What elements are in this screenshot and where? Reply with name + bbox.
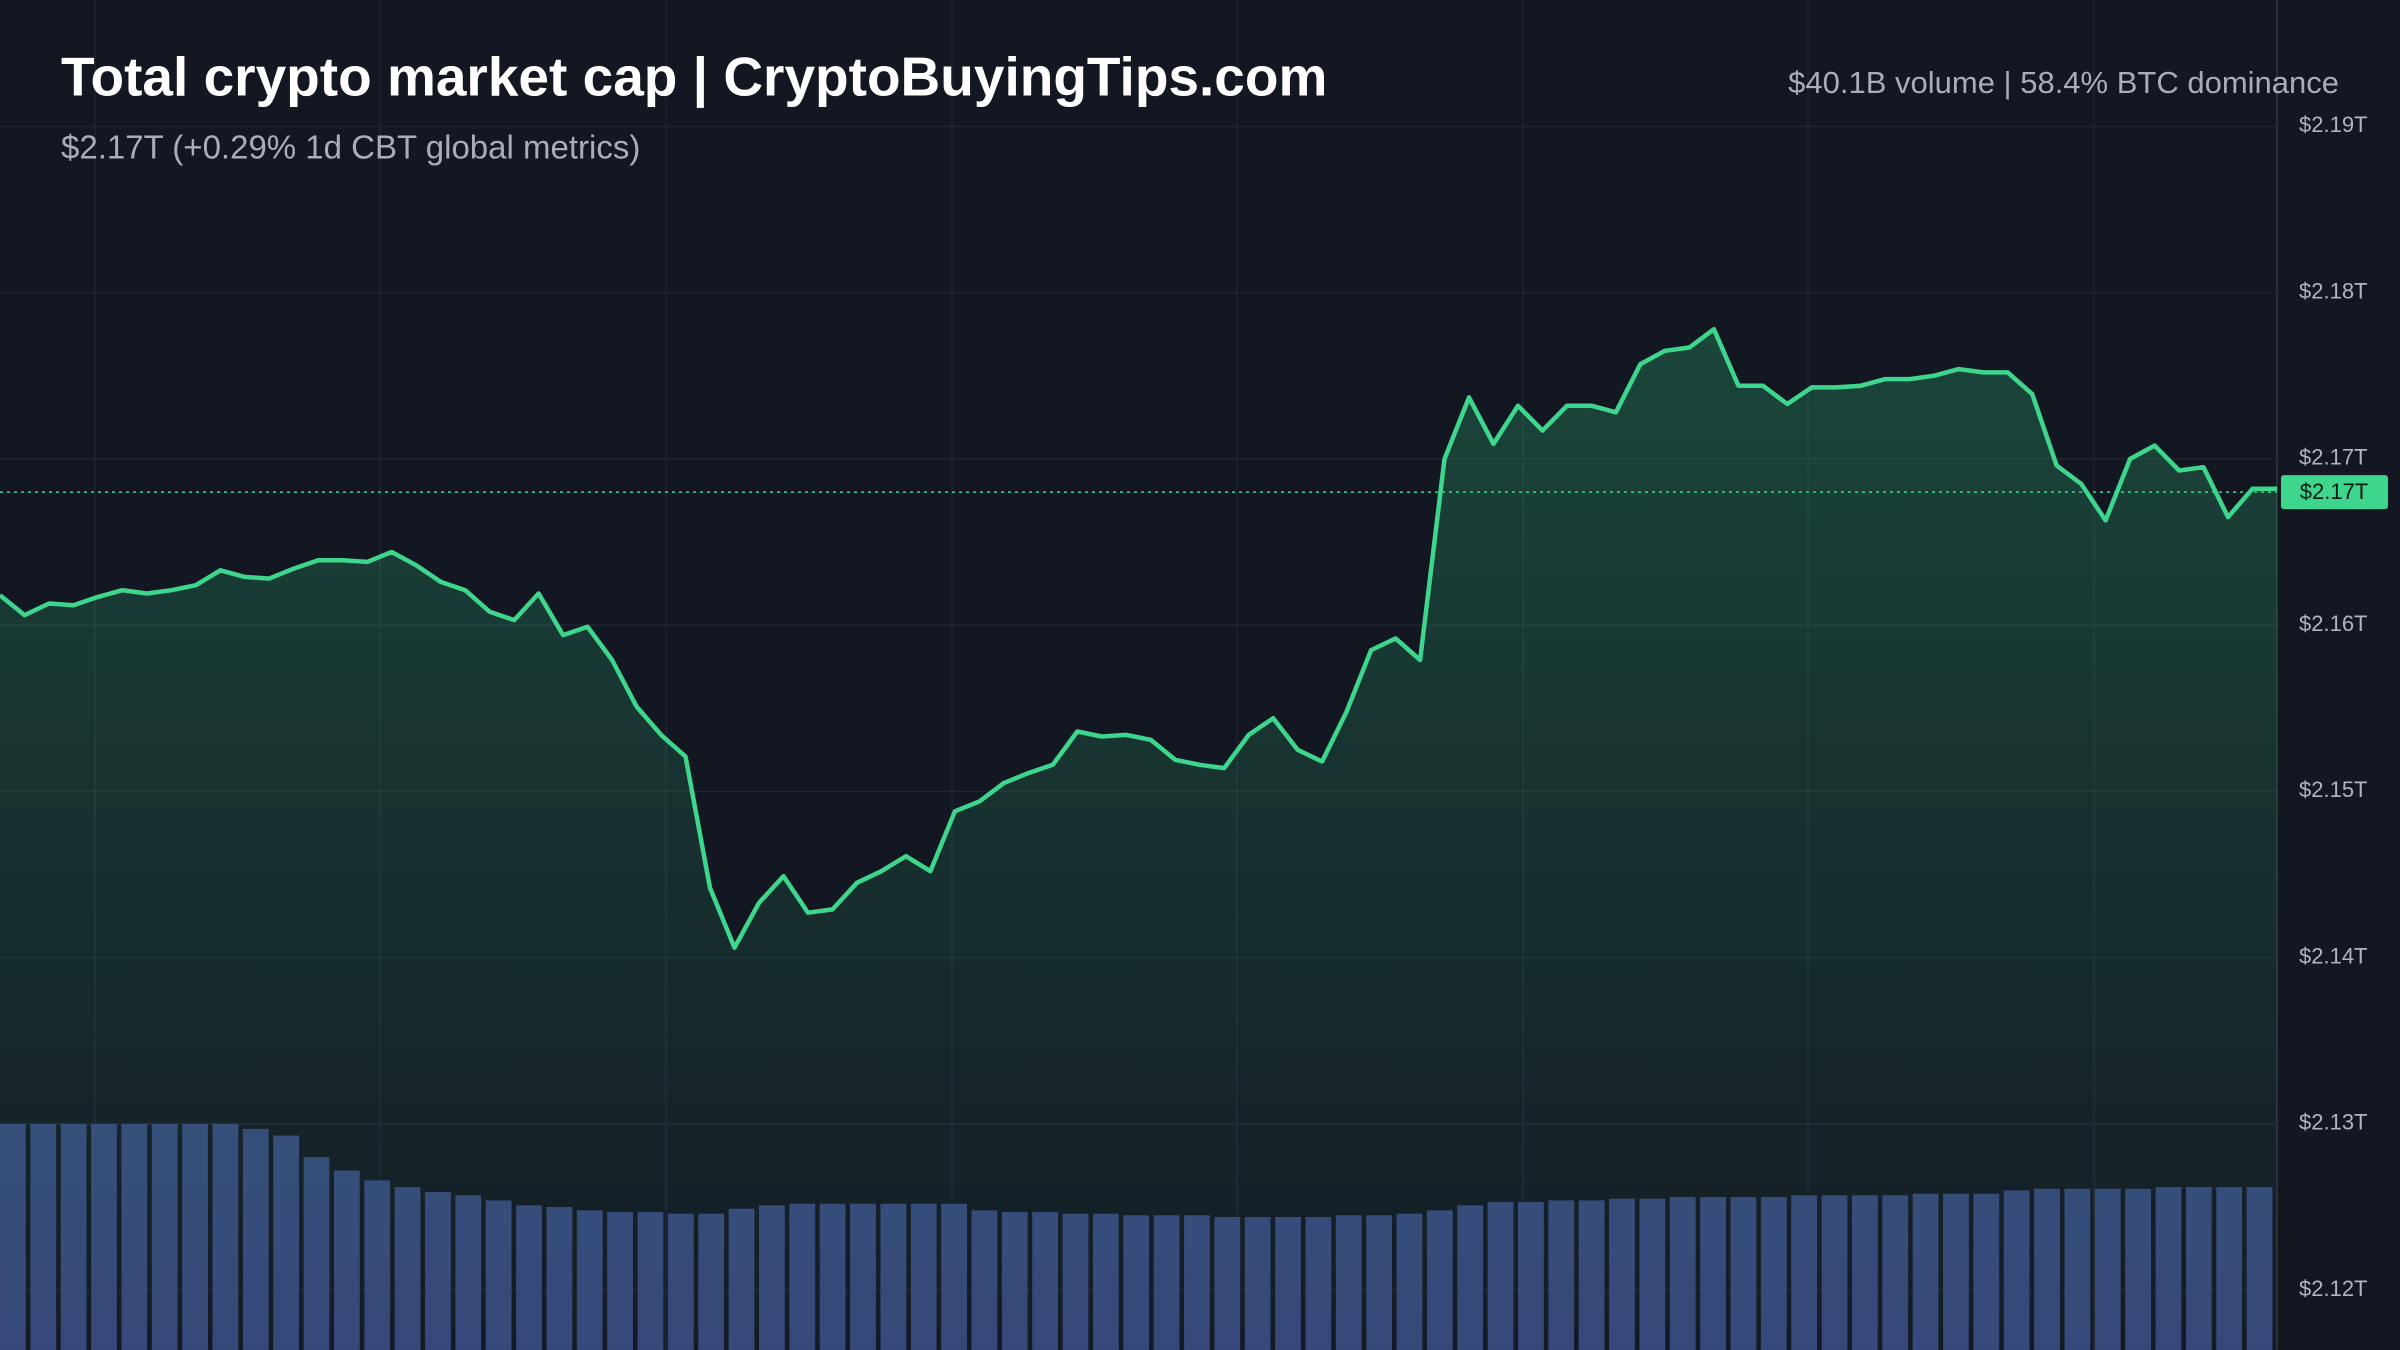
price-line	[0, 326, 2277, 950]
y-tick-label: $2.18T	[2299, 278, 2368, 303]
y-tick-label: $2.15T	[2299, 777, 2368, 802]
y-tick-label: $2.16T	[2299, 611, 2368, 636]
last-price-badge	[2281, 475, 2388, 510]
chart-subtitle: $2.17T (+0.29% 1d CBT global metrics)	[61, 129, 640, 166]
y-tick-label: $2.17T	[2299, 445, 2368, 470]
y-tick-label: $2.13T	[2299, 1110, 2368, 1135]
area-fill	[0, 329, 2277, 1350]
market-stats: $40.1B volume | 58.4% BTC dominance	[1788, 65, 2339, 100]
chart-title: Total crypto market cap | CryptoBuyingTi…	[61, 46, 1327, 109]
y-tick-label: $2.19T	[2299, 112, 2368, 137]
last-price-label: $2.17T	[2300, 479, 2369, 504]
y-tick-label: $2.14T	[2299, 943, 2368, 968]
y-tick-label: $2.12T	[2299, 1276, 2368, 1301]
